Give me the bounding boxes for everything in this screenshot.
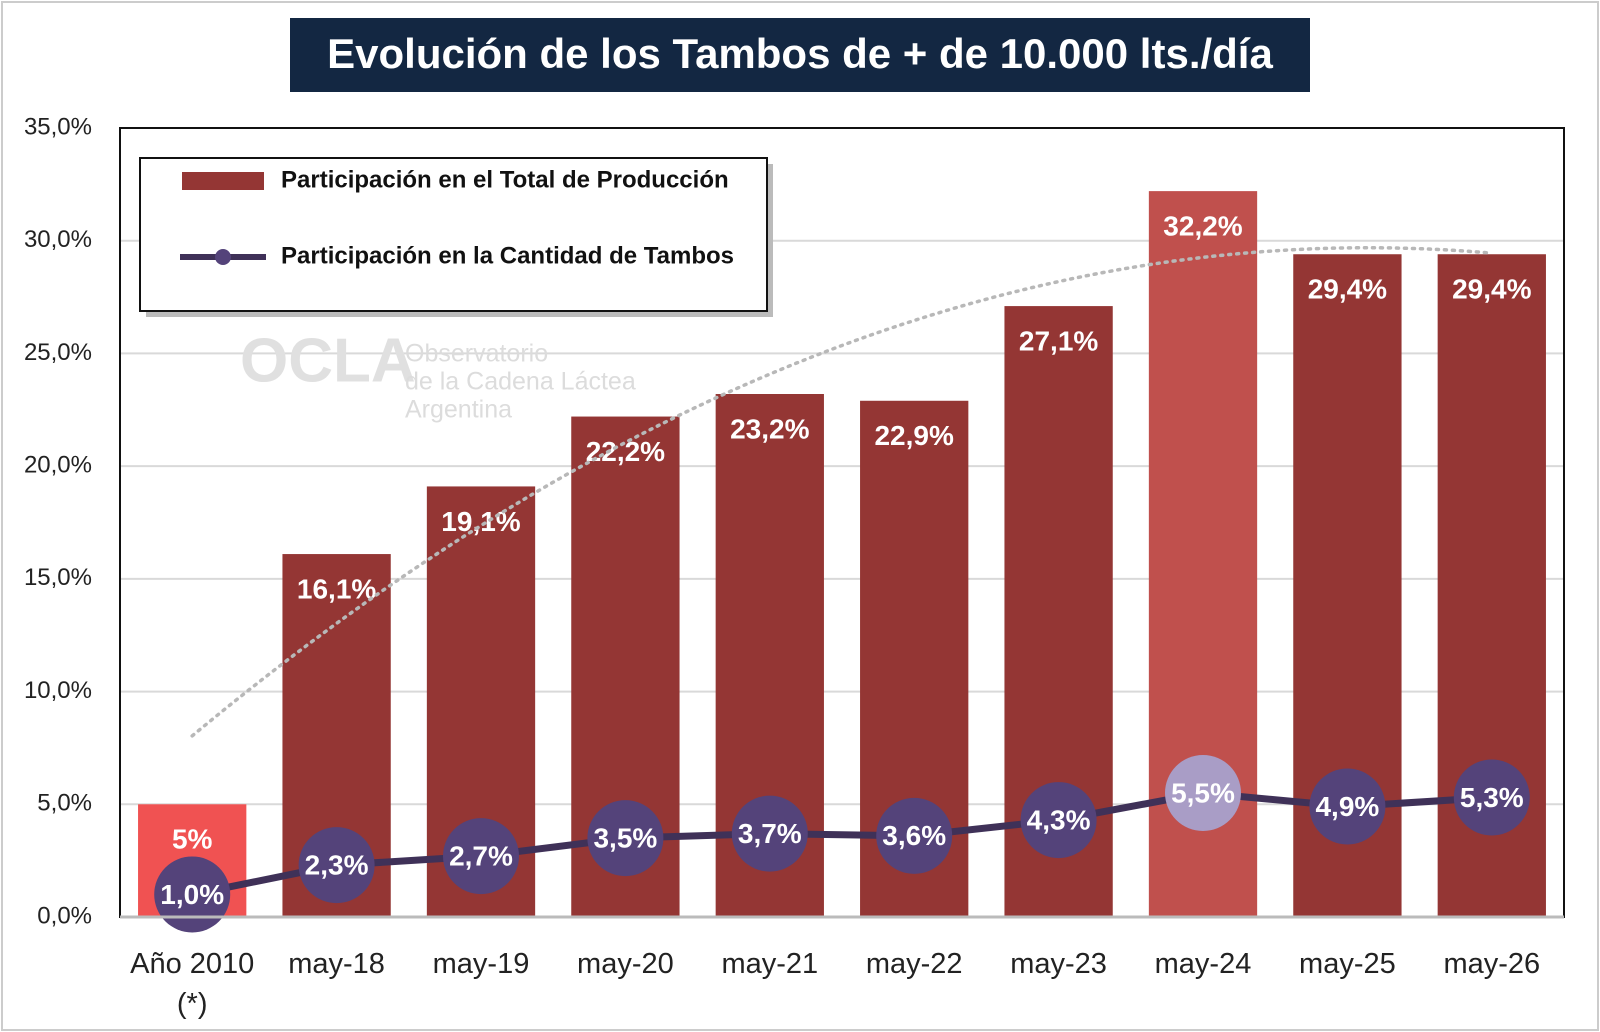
- y-tick-label: 25,0%: [24, 339, 92, 366]
- x-tick-label: may-25: [1299, 948, 1396, 980]
- y-tick-label: 5,0%: [37, 790, 92, 817]
- bar-value-label: 22,9%: [874, 420, 953, 451]
- line: [191, 789, 1493, 898]
- line-marker: [731, 795, 808, 872]
- y-tick-label: 15,0%: [24, 564, 92, 591]
- line-value-label: 2,7%: [449, 841, 513, 872]
- y-tick-label: 20,0%: [24, 451, 92, 478]
- bar-value-label: 22,2%: [586, 436, 665, 467]
- x-tick-label: may-24: [1154, 948, 1252, 980]
- x-tick-label: Año 2010 (*): [130, 948, 255, 1020]
- bar-value-label: 27,1%: [1019, 325, 1098, 356]
- line-marker: [587, 800, 664, 877]
- legend-swatch: [182, 172, 264, 190]
- bar-value-label: 23,2%: [730, 413, 809, 444]
- line-value-label: 4,3%: [1027, 804, 1091, 835]
- line-value-label: 3,6%: [882, 820, 946, 851]
- line-marker: [1020, 782, 1097, 859]
- bar-value-label: 29,4%: [1452, 274, 1531, 305]
- bar-value-label: 5%: [172, 824, 213, 855]
- legend-label: Participación en la Cantidad de Tambos: [281, 242, 734, 269]
- chart-title: Evolución de los Tambos de + de 10.000 l…: [327, 30, 1273, 77]
- line-marker: [443, 818, 519, 895]
- watermark: Argentina: [405, 396, 512, 424]
- line-marker: [876, 797, 953, 874]
- trendline: [190, 245, 1494, 738]
- watermark: OCLA: [240, 326, 416, 395]
- line-marker: [1165, 755, 1241, 832]
- line-marker: [1453, 759, 1530, 836]
- legend-label: Participación en el Total de Producción: [281, 166, 729, 193]
- y-tick-label: 0,0%: [37, 902, 92, 929]
- line-value-label: 5,5%: [1171, 777, 1235, 808]
- line-value-label: 5,3%: [1460, 782, 1524, 813]
- legend-swatch: [215, 249, 231, 265]
- x-tick-label: may-21: [721, 948, 819, 980]
- line-value-label: 1,0%: [160, 879, 224, 910]
- line-value-label: 2,3%: [305, 850, 369, 881]
- bar-value-label: 32,2%: [1163, 211, 1242, 242]
- line-value-label: 4,9%: [1315, 791, 1379, 822]
- y-tick-label: 10,0%: [24, 677, 92, 704]
- x-tick-label: may-26: [1443, 948, 1541, 980]
- line-value-label: 3,7%: [738, 818, 802, 849]
- watermark: Observatorio: [405, 340, 548, 368]
- line-value-label: 3,5%: [593, 822, 657, 853]
- x-tick-label: may-20: [577, 948, 674, 980]
- bar-value-label: 19,1%: [441, 506, 520, 537]
- y-tick-label: 35,0%: [24, 113, 92, 140]
- title-box: [290, 18, 1310, 92]
- line-marker: [154, 856, 231, 933]
- line-marker: [1309, 768, 1386, 845]
- x-tick-label: may-19: [432, 948, 530, 980]
- line-marker: [298, 827, 375, 904]
- x-tick-label: may-23: [1010, 948, 1107, 980]
- bar-value-label: 29,4%: [1308, 274, 1387, 305]
- x-tick-label: may-22: [865, 948, 963, 980]
- bar-value-label: 16,1%: [297, 573, 376, 604]
- watermark: de la Cadena Láctea: [405, 368, 636, 396]
- x-tick-label: may-18: [288, 948, 385, 980]
- y-tick-label: 30,0%: [24, 226, 92, 253]
